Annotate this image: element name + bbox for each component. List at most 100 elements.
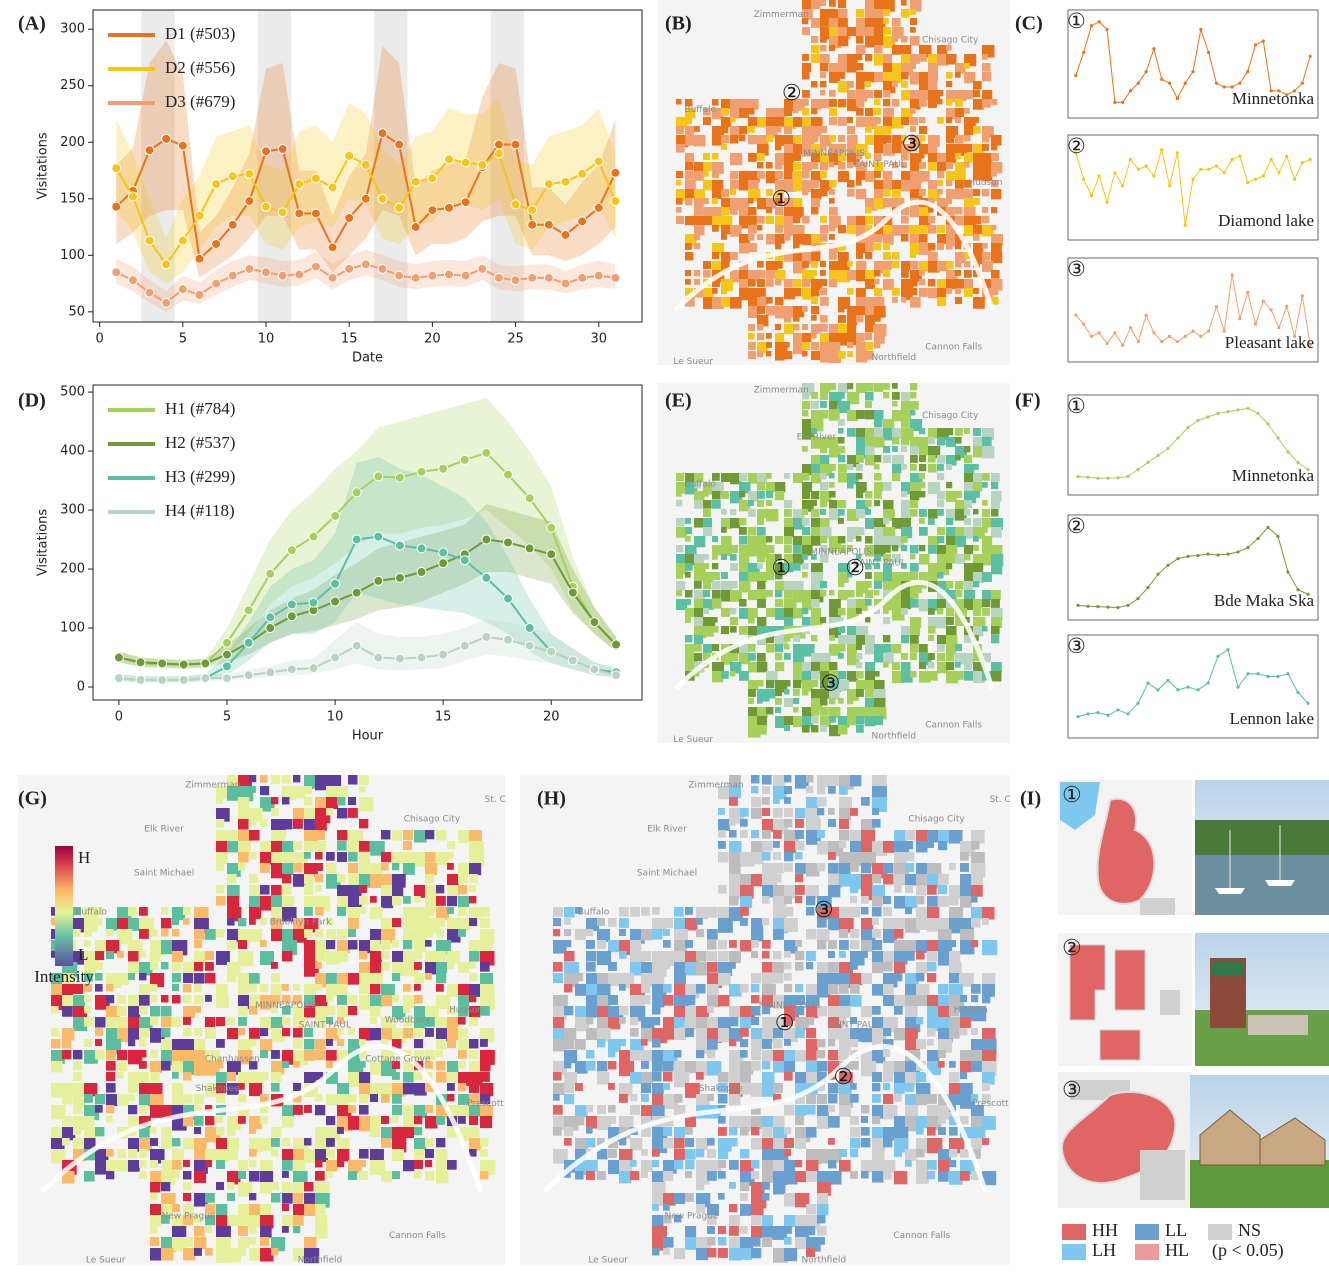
map-cell	[150, 951, 161, 962]
map-cell	[84, 1017, 94, 1027]
map-cell	[802, 725, 810, 733]
map-cell	[348, 995, 358, 1005]
map-cell	[751, 1226, 764, 1239]
map-cell	[641, 1039, 648, 1046]
map-cell	[729, 1083, 743, 1097]
map-cell	[703, 554, 709, 560]
map-cell	[838, 671, 847, 680]
map-cell	[403, 1127, 415, 1139]
map-cell	[757, 342, 769, 354]
x-axis-label: Date	[352, 351, 383, 366]
data-point	[502, 593, 513, 604]
map-cell	[784, 797, 791, 804]
map-cell	[249, 995, 263, 1009]
data-point	[438, 547, 449, 558]
map-cell	[883, 863, 894, 874]
map-cell	[919, 225, 928, 234]
map-cell	[955, 617, 965, 627]
map-cell	[748, 662, 759, 673]
map-cell	[916, 1149, 925, 1158]
map-cell	[751, 951, 759, 959]
map-cell	[694, 518, 704, 528]
map-cell	[937, 99, 943, 105]
map-cell	[838, 635, 848, 645]
map-cell	[839, 808, 851, 820]
map-cell	[919, 153, 925, 159]
map-cell	[919, 554, 930, 565]
map-cell	[564, 1138, 572, 1146]
map-cell	[910, 261, 919, 270]
map-cell	[838, 18, 848, 28]
map-cell	[139, 973, 147, 981]
map-cell	[928, 437, 936, 445]
map-cell	[872, 907, 882, 917]
map-cell	[828, 1116, 840, 1128]
map-cell	[910, 153, 922, 165]
map-cell	[718, 1028, 733, 1043]
data-point	[330, 652, 341, 663]
map-cell	[971, 1105, 984, 1118]
map-cell	[348, 1039, 361, 1052]
map-cell	[927, 907, 940, 920]
map-cell	[928, 243, 936, 251]
x-tick-label: 10	[258, 332, 275, 347]
map-cell	[370, 863, 384, 877]
data-point	[1167, 184, 1172, 188]
map-cell	[784, 1028, 799, 1043]
map-cell	[892, 63, 902, 73]
map-cell	[811, 617, 823, 629]
map-cell	[856, 99, 865, 108]
map-cell	[480, 951, 495, 966]
map-cell	[128, 1105, 138, 1115]
map-cell	[955, 270, 961, 276]
map-cell	[894, 1171, 908, 1185]
map-cell	[304, 1237, 317, 1250]
map-cell	[775, 189, 784, 198]
data-point	[194, 253, 205, 264]
legend-label: NS	[1238, 1220, 1261, 1240]
map-cell	[685, 297, 695, 307]
map-cell	[964, 279, 974, 289]
map-cell	[161, 1204, 173, 1216]
map-cell	[946, 81, 953, 88]
map-cell	[696, 984, 706, 994]
map-cell	[955, 189, 966, 200]
map-cell	[139, 995, 150, 1006]
map-cell	[757, 500, 764, 507]
map-cell	[946, 437, 956, 447]
map-cell	[216, 1138, 230, 1152]
data-point	[1256, 411, 1260, 416]
map-cell	[740, 1072, 751, 1083]
map-cell	[586, 951, 597, 962]
map-cell	[775, 608, 787, 620]
map-cell	[348, 874, 361, 887]
map-cell	[901, 216, 909, 224]
map-cell	[619, 929, 626, 936]
map-cell	[839, 951, 846, 958]
data-point	[1191, 329, 1195, 333]
map-cell	[359, 1160, 366, 1167]
map-cell	[260, 984, 268, 992]
map-cell	[802, 716, 814, 728]
map-cell	[910, 383, 918, 391]
data-point	[1238, 154, 1242, 158]
map-cell	[663, 1237, 674, 1248]
map-cell	[946, 72, 953, 79]
map-cell	[762, 1215, 774, 1227]
y-axis-label: Visitations	[36, 132, 51, 200]
map-cell	[820, 333, 832, 345]
map-cell	[838, 590, 849, 601]
map-cell	[707, 1237, 716, 1246]
data-point	[481, 447, 492, 458]
map-cell	[751, 1083, 765, 1097]
map-cell	[712, 261, 724, 273]
map-cell	[802, 500, 814, 512]
map-cell	[811, 207, 819, 215]
map-cell	[793, 144, 804, 155]
map-cell	[901, 545, 908, 552]
map-cell	[982, 1094, 991, 1103]
map-cell	[729, 984, 742, 997]
map-cell	[784, 108, 793, 117]
map-cell	[820, 279, 828, 287]
map-cell	[652, 1105, 665, 1118]
